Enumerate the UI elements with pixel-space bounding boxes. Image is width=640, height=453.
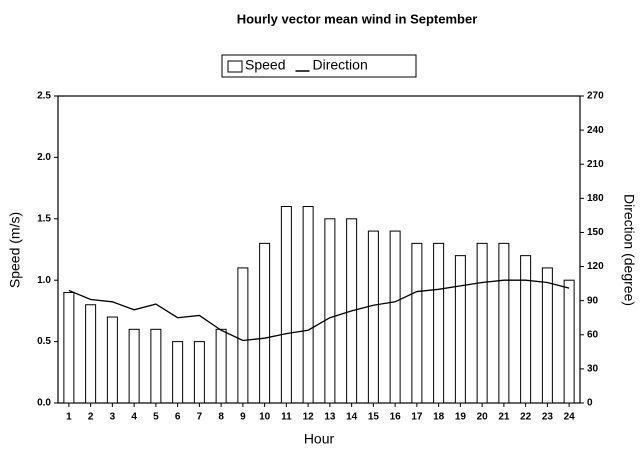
y2-tick-label: 150 [587,227,604,238]
x-tick-label: 9 [240,412,246,423]
bar [215,328,227,404]
x-tick-label: 24 [564,412,576,423]
bar [563,279,575,404]
y2-axis-label: Direction (degree) [621,194,637,306]
chart-title: Hourly vector mean wind in September [237,11,478,26]
y-tick-label: 1.5 [37,213,51,224]
bar [498,242,510,404]
x-tick-label: 23 [542,412,554,423]
y-tick-label: 1.0 [37,275,51,286]
y2-tick-label: 0 [587,398,593,409]
x-tick-label: 17 [411,412,423,423]
legend-label: Direction [312,57,367,73]
plot-frame [57,95,581,404]
bar [172,341,184,404]
y2-tick-label: 270 [587,91,604,102]
y2-tick-label: 90 [587,295,599,306]
y2-tick-label: 210 [587,159,604,170]
x-tick-label: 6 [175,412,181,423]
bar [541,267,553,404]
x-tick-label: 8 [218,412,224,423]
bar [476,242,488,404]
x-tick-label: 20 [477,412,489,423]
x-tick-label: 14 [346,412,358,423]
bar [259,242,271,404]
bar [193,341,205,404]
legend-box [221,54,417,78]
bar [454,255,466,404]
bar [411,242,423,404]
y-tick-label: 2.0 [37,152,51,163]
y2-tick-label: 180 [587,193,604,204]
bar [63,291,75,404]
bar [324,218,336,404]
x-tick-label: 10 [259,412,271,423]
y2-tick-label: 60 [587,329,599,340]
bar [389,230,401,404]
x-tick-label: 18 [433,412,445,423]
bar [367,230,379,404]
bar [128,328,140,404]
bar [85,304,97,404]
y2-tick-label: 120 [587,261,604,272]
x-tick-label: 11 [281,412,292,423]
x-tick-label: 16 [390,412,402,423]
y-tick-label: 2.5 [37,91,51,102]
line [68,279,570,342]
bar [280,206,292,404]
x-tick-label: 19 [455,412,467,423]
x-tick-label: 15 [368,412,380,423]
bar [520,255,532,404]
y-tick-label: 0.5 [37,336,51,347]
x-tick-label: 3 [110,412,116,423]
bar [237,267,249,404]
x-tick-label: 7 [197,412,203,423]
legend-label: Speed [245,57,285,73]
x-tick-label: 1 [66,412,72,423]
bar [106,316,118,404]
x-tick-label: 4 [131,412,137,423]
x-axis-label: Hour [304,431,335,447]
legend-swatch [227,60,243,73]
x-tick-label: 13 [324,412,336,423]
y-axis-label: Speed (m/s) [7,212,23,288]
y-tick-label: 0.0 [37,398,51,409]
x-tick-label: 5 [153,412,159,423]
bar [150,328,162,404]
x-tick-label: 21 [498,412,510,423]
x-tick-label: 2 [88,412,94,423]
bar [433,242,445,404]
bar [302,206,314,404]
y2-tick-label: 240 [587,125,604,136]
x-tick-label: 12 [303,412,315,423]
y2-tick-label: 30 [587,364,599,375]
x-tick-label: 22 [520,412,532,423]
